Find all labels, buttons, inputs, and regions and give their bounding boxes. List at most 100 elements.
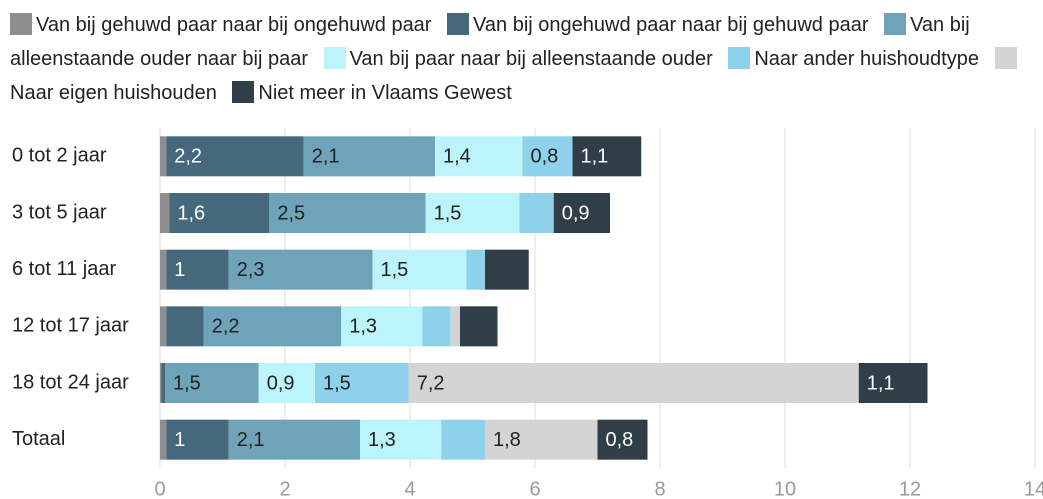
- bar-segment: [858, 363, 928, 403]
- legend-label: Van bij alleenstaande ouder naar bij paa…: [10, 14, 970, 70]
- bar-segment: [519, 193, 554, 233]
- data-label: 1,3: [349, 316, 377, 338]
- x-tick-label: 0: [154, 478, 165, 499]
- x-tick-label: 12: [899, 478, 921, 499]
- bar-segment: [160, 249, 167, 290]
- bar-segment: [441, 419, 485, 460]
- bar-segment: [572, 136, 642, 177]
- legend-label: Van bij ongehuwd paar naar bij gehuwd pa…: [473, 14, 869, 36]
- bar-segment: [161, 363, 165, 403]
- legend-item: Van bij ongehuwd paar naar bij gehuwd pa…: [447, 13, 869, 36]
- bar-segment: [228, 249, 373, 290]
- legend-item: Van bij alleenstaande ouder naar bij paa…: [10, 13, 970, 70]
- data-label: 0,8: [606, 429, 634, 451]
- data-label: 1,3: [368, 429, 396, 451]
- legend-label: Naar eigen huishouden: [10, 82, 217, 104]
- data-label: 0,8: [531, 146, 559, 168]
- bar-segment: [258, 363, 315, 403]
- data-label: 1,1: [867, 372, 895, 394]
- legend-swatch: [10, 13, 32, 35]
- data-label: 1,8: [493, 429, 521, 451]
- data-label: 2,3: [237, 259, 265, 281]
- legend-swatch: [232, 81, 255, 103]
- data-label: 1,5: [434, 202, 462, 224]
- bar-segment: [485, 419, 598, 460]
- y-tick-label: 18 tot 24 jaar: [12, 371, 129, 393]
- legend-swatch: [323, 47, 346, 69]
- legend-label: Van bij paar naar bij alleenstaande oude…: [349, 48, 713, 70]
- bar-segment: [372, 249, 467, 290]
- legend-swatch: [994, 47, 1017, 69]
- data-label: 2,2: [212, 316, 240, 338]
- bar-segment: [269, 193, 426, 233]
- data-label: 7,2: [417, 372, 445, 394]
- bar-segment: [422, 306, 451, 347]
- bar-segment: [228, 419, 360, 460]
- data-label: 1,5: [323, 372, 351, 394]
- y-tick-label: Totaal: [12, 428, 65, 450]
- legend-label: Van bij gehuwd paar naar bij ongehuwd pa…: [36, 14, 432, 36]
- data-label: 1: [174, 259, 185, 281]
- bar-segment: [460, 306, 498, 347]
- bar-segment: [160, 306, 167, 347]
- data-label: 1,5: [173, 372, 201, 394]
- bar-segment: [303, 136, 435, 177]
- bar-segment: [485, 249, 529, 290]
- bar-segment: [597, 419, 648, 460]
- data-label: 0,9: [267, 372, 295, 394]
- y-tick-label: 6 tot 11 jaar: [12, 258, 116, 280]
- x-tick-label: 6: [529, 478, 540, 499]
- data-label: 1,1: [581, 146, 609, 168]
- data-label: 0,9: [562, 202, 590, 224]
- x-tick-label: 4: [404, 478, 415, 499]
- y-tick-label: 12 tot 17 jaar: [12, 315, 129, 337]
- x-tick-label: 14: [1024, 478, 1043, 499]
- data-label: 2,5: [277, 202, 305, 224]
- legend-item: Niet meer in Vlaams Gewest: [232, 81, 512, 104]
- legend-swatch: [447, 13, 470, 35]
- legend-swatch: [884, 13, 907, 35]
- bar-segment: [160, 193, 170, 233]
- bar-segment: [169, 193, 270, 233]
- bar-segment: [315, 363, 409, 403]
- bar-segment: [160, 363, 162, 403]
- legend-item: Naar eigen huishouden: [10, 47, 1021, 104]
- bar-segment: [450, 306, 460, 347]
- data-label: 2,1: [237, 429, 265, 451]
- x-tick-label: 10: [774, 478, 796, 499]
- bar-segment: [160, 419, 167, 460]
- bar-segment: [166, 249, 229, 290]
- bar-segment: [360, 419, 442, 460]
- legend-label: Naar ander huishoudtype: [754, 48, 979, 70]
- bar-segment: [166, 136, 304, 177]
- x-tick-label: 8: [654, 478, 665, 499]
- y-tick-label: 0 tot 2 jaar: [12, 145, 107, 167]
- bar-segment: [408, 363, 859, 403]
- legend-item: Naar ander huishoudtype: [728, 47, 979, 70]
- legend-item: Van bij paar naar bij alleenstaande oude…: [323, 47, 713, 70]
- bar-segment: [341, 306, 423, 347]
- bar-segment: [425, 193, 520, 233]
- data-label: 1,6: [177, 202, 205, 224]
- data-label: 2,2: [174, 146, 202, 168]
- bar-segment: [166, 419, 229, 460]
- data-label: 2,1: [312, 146, 340, 168]
- bar-segment: [166, 306, 204, 347]
- bar-segment: [160, 136, 167, 177]
- legend: Van bij gehuwd paar naar bij ongehuwd pa…: [10, 8, 1035, 110]
- data-label: 1,5: [381, 259, 409, 281]
- bar-segment: [553, 193, 610, 233]
- legend-item: Van bij gehuwd paar naar bij ongehuwd pa…: [10, 13, 432, 36]
- legend-label: Niet meer in Vlaams Gewest: [258, 82, 512, 104]
- bar-segment: [522, 136, 573, 177]
- y-tick-label: 3 tot 5 jaar: [12, 201, 107, 223]
- bar-segment: [203, 306, 342, 347]
- data-label: 1: [174, 429, 185, 451]
- x-tick-label: 2: [279, 478, 290, 499]
- bar-segment: [165, 363, 259, 403]
- bar-segment: [435, 136, 523, 177]
- legend-swatch: [728, 47, 751, 69]
- data-label: 1,4: [443, 146, 471, 168]
